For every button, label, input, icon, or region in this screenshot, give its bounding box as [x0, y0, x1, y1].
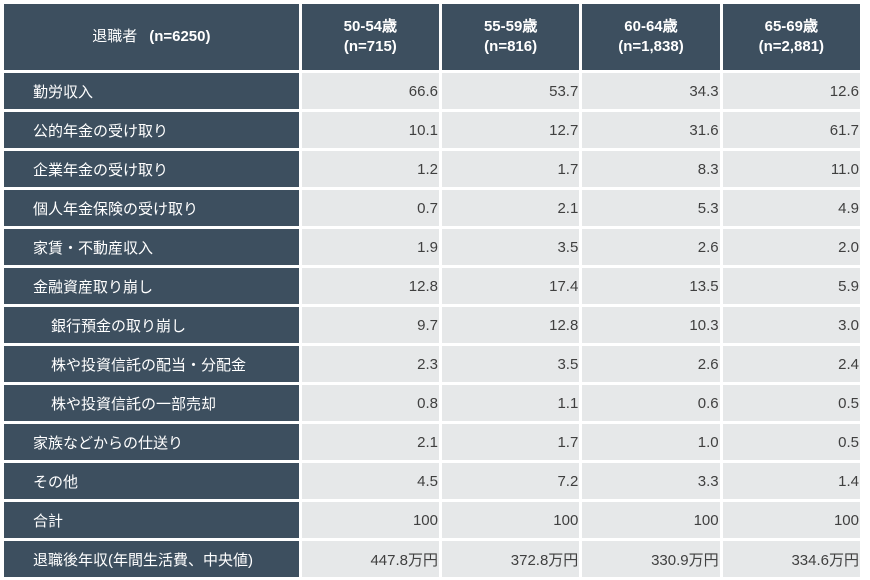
- cell-value: 4.5: [301, 463, 439, 499]
- col-n-label: (n=816): [484, 38, 538, 55]
- table-row-total: 合計 100 100 100 100: [4, 502, 860, 538]
- cell-value: 17.4: [442, 268, 580, 304]
- cell-value: 334.6万円: [722, 541, 860, 577]
- cell-value: 2.3: [301, 346, 439, 382]
- cell-value: 3.5: [442, 229, 580, 265]
- row-label: その他: [4, 463, 299, 499]
- cell-value: 372.8万円: [442, 541, 580, 577]
- cell-value: 11.0: [722, 151, 860, 187]
- row-label: 家族などからの仕送り: [4, 424, 299, 460]
- cell-value: 1.1: [442, 385, 580, 421]
- row-label: 金融資産取り崩し: [4, 268, 299, 304]
- header-total-n: (n=6250): [149, 28, 211, 45]
- cell-value: 100: [442, 502, 580, 538]
- row-label: 企業年金の受け取り: [4, 151, 299, 187]
- cell-value: 53.7: [442, 73, 580, 109]
- row-label: 株や投資信託の一部売却: [4, 385, 299, 421]
- cell-value: 8.3: [582, 151, 720, 187]
- cell-value: 0.8: [301, 385, 439, 421]
- header-row: 退職者 (n=6250) 50-54歳 (n=715) 55-59歳 (n=816) …: [4, 4, 860, 70]
- cell-value: 2.1: [301, 424, 439, 460]
- cell-value: 1.9: [301, 229, 439, 265]
- row-label: 銀行預金の取り崩し: [4, 307, 299, 343]
- cell-value: 1.7: [442, 151, 580, 187]
- cell-value: 100: [301, 502, 439, 538]
- cell-value: 3.5: [442, 346, 580, 382]
- cell-value: 1.2: [301, 151, 439, 187]
- col-age-label: 60-64歳: [624, 18, 678, 35]
- cell-value: 2.4: [722, 346, 860, 382]
- header-col-50-54: 50-54歳 (n=715): [301, 4, 439, 70]
- header-title: 退職者: [92, 28, 138, 45]
- row-label: 株や投資信託の配当・分配金: [4, 346, 299, 382]
- cell-value: 12.8: [301, 268, 439, 304]
- table-row: その他 4.5 7.2 3.3 1.4: [4, 463, 860, 499]
- cell-value: 3.0: [722, 307, 860, 343]
- cell-value: 5.3: [582, 190, 720, 226]
- cell-value: 34.3: [582, 73, 720, 109]
- table-row: 金融資産取り崩し 12.8 17.4 13.5 5.9: [4, 268, 860, 304]
- table-body: 勤労収入 66.6 53.7 34.3 12.6 公的年金の受け取り 10.1 12.7 31…: [4, 73, 860, 577]
- cell-value: 2.0: [722, 229, 860, 265]
- row-label: 合計: [4, 502, 299, 538]
- col-n-label: (n=1,838): [618, 38, 684, 55]
- table-row-sub: 銀行預金の取り崩し 9.7 12.8 10.3 3.0: [4, 307, 860, 343]
- cell-value: 2.6: [582, 346, 720, 382]
- table-row: 企業年金の受け取り 1.2 1.7 8.3 11.0: [4, 151, 860, 187]
- row-label: 公的年金の受け取り: [4, 112, 299, 148]
- cell-value: 7.2: [442, 463, 580, 499]
- cell-value: 0.7: [301, 190, 439, 226]
- cell-value: 66.6: [301, 73, 439, 109]
- cell-value: 13.5: [582, 268, 720, 304]
- table-row: 家族などからの仕送り 2.1 1.7 1.0 0.5: [4, 424, 860, 460]
- col-age-label: 50-54歳: [343, 18, 398, 35]
- cell-value: 5.9: [722, 268, 860, 304]
- row-label: 退職後年収(年間生活費、中央値): [4, 541, 299, 577]
- header-title-cell: 退職者 (n=6250): [4, 4, 299, 70]
- header-col-60-64: 60-64歳 (n=1,838): [582, 4, 720, 70]
- row-label: 勤労収入: [4, 73, 299, 109]
- table-row: 家賃・不動産収入 1.9 3.5 2.6 2.0: [4, 229, 860, 265]
- cell-value: 31.6: [582, 112, 720, 148]
- table-row: 個人年金保険の受け取り 0.7 2.1 5.3 4.9: [4, 190, 860, 226]
- cell-value: 0.5: [722, 424, 860, 460]
- row-label: 個人年金保険の受け取り: [4, 190, 299, 226]
- header-col-55-59: 55-59歳 (n=816): [442, 4, 580, 70]
- cell-value: 10.3: [582, 307, 720, 343]
- table-row: 公的年金の受け取り 10.1 12.7 31.6 61.7: [4, 112, 860, 148]
- col-age-label: 55-59歳: [483, 18, 538, 35]
- cell-value: 12.8: [442, 307, 580, 343]
- cell-value: 61.7: [722, 112, 860, 148]
- cell-value: 9.7: [301, 307, 439, 343]
- cell-value: 3.3: [582, 463, 720, 499]
- table-row-sub: 株や投資信託の配当・分配金 2.3 3.5 2.6 2.4: [4, 346, 860, 382]
- cell-value: 100: [722, 502, 860, 538]
- table-row: 勤労収入 66.6 53.7 34.3 12.6: [4, 73, 860, 109]
- cell-value: 1.0: [582, 424, 720, 460]
- cell-value: 10.1: [301, 112, 439, 148]
- cell-value: 4.9: [722, 190, 860, 226]
- table-row-sub: 株や投資信託の一部売却 0.8 1.1 0.6 0.5: [4, 385, 860, 421]
- cell-value: 100: [582, 502, 720, 538]
- cell-value: 0.5: [722, 385, 860, 421]
- col-age-label: 65-69歳: [764, 18, 818, 35]
- table-row-annual-income: 退職後年収(年間生活費、中央値) 447.8万円 372.8万円 330.9万円 334…: [4, 541, 860, 577]
- cell-value: 330.9万円: [582, 541, 720, 577]
- col-n-label: (n=715): [343, 38, 397, 55]
- cell-value: 12.6: [722, 73, 860, 109]
- cell-value: 0.6: [582, 385, 720, 421]
- cell-value: 12.7: [442, 112, 580, 148]
- cell-value: 2.1: [442, 190, 580, 226]
- row-label: 家賃・不動産収入: [4, 229, 299, 265]
- cell-value: 1.4: [722, 463, 860, 499]
- header-col-65-69: 65-69歳 (n=2,881): [722, 4, 860, 70]
- cell-value: 447.8万円: [301, 541, 439, 577]
- col-n-label: (n=2,881): [758, 38, 825, 55]
- cell-value: 2.6: [582, 229, 720, 265]
- cell-value: 1.7: [442, 424, 580, 460]
